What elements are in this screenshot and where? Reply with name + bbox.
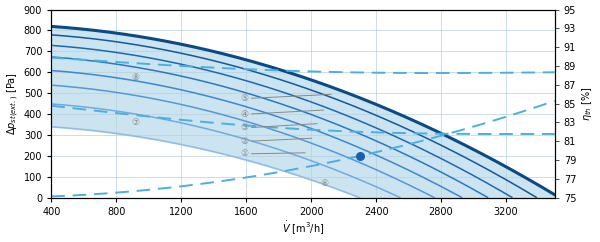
- X-axis label: $\dot{V}$ [m$^3$/h]: $\dot{V}$ [m$^3$/h]: [282, 219, 324, 236]
- Text: ③: ③: [241, 123, 248, 132]
- Text: ④: ④: [241, 110, 248, 119]
- Y-axis label: $\Delta p_{st(ext.)}$ [Pa]: $\Delta p_{st(ext.)}$ [Pa]: [5, 72, 21, 135]
- Text: ②: ②: [241, 137, 248, 146]
- Text: ⑥: ⑥: [320, 179, 328, 188]
- Text: ⑧: ⑧: [131, 73, 140, 82]
- Text: ⑤: ⑤: [241, 94, 248, 103]
- Text: ⑦: ⑦: [131, 118, 140, 127]
- Y-axis label: $\eta_{th}$ [%]: $\eta_{th}$ [%]: [580, 86, 595, 121]
- Text: ①: ①: [241, 149, 248, 158]
